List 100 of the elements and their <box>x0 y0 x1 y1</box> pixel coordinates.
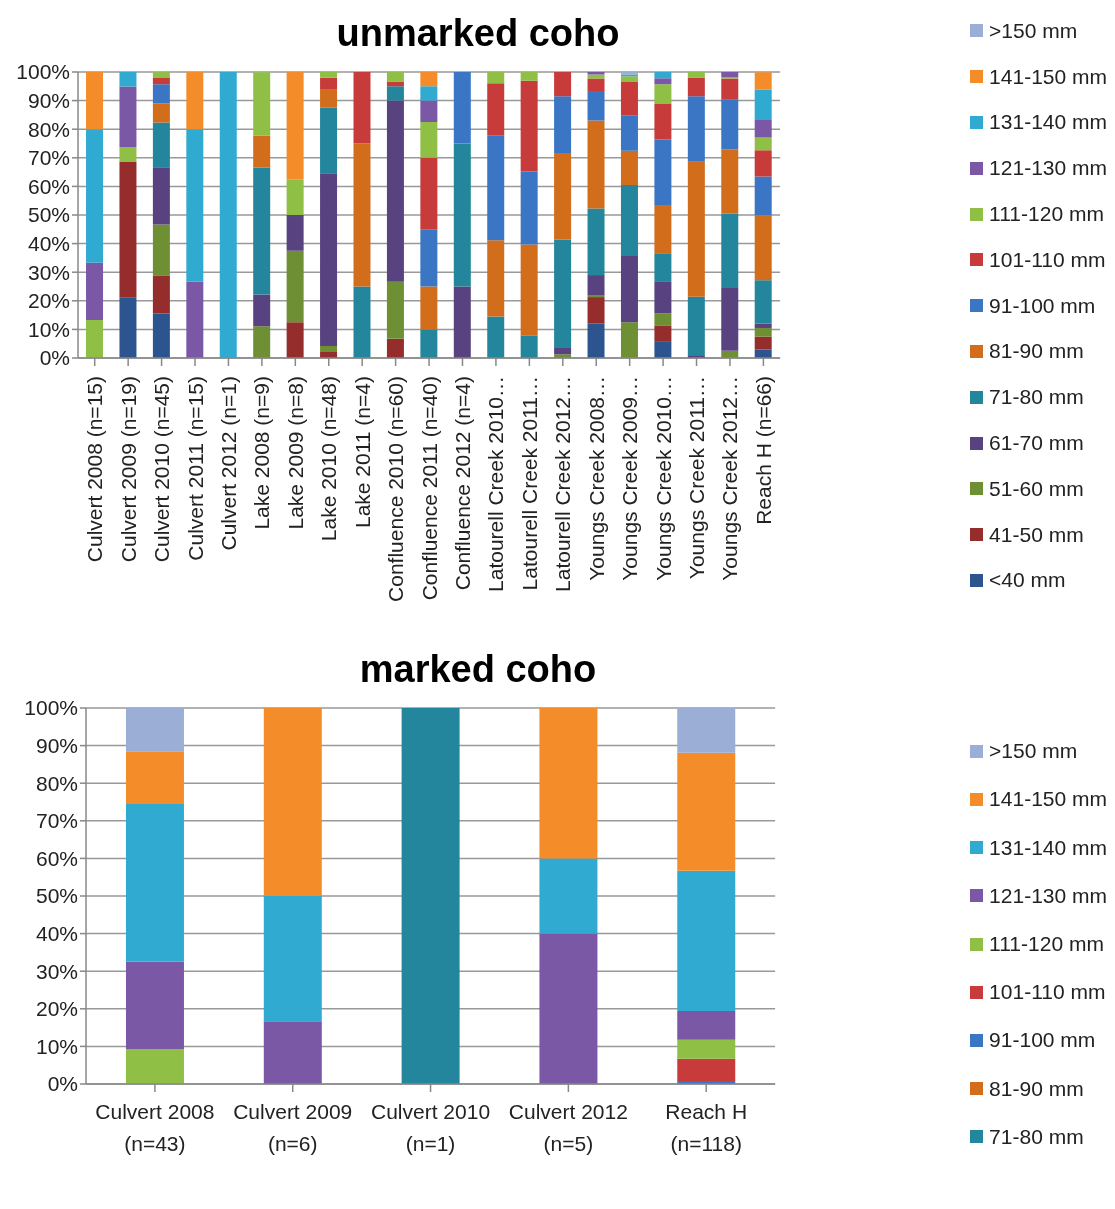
bar <box>320 72 338 78</box>
bar <box>677 1039 736 1059</box>
x-tick-label: Lake 2009 (n=8) <box>283 376 307 530</box>
legend-label: 101-110 mm <box>989 980 1106 1005</box>
bar <box>152 224 170 276</box>
x-tick-label: Youngs Creek 2012… <box>718 376 742 581</box>
bar <box>186 281 204 358</box>
bar <box>520 80 538 172</box>
bar <box>587 208 605 276</box>
y-tick-label: 40% <box>27 232 70 256</box>
legend-label: 81-90 mm <box>989 1076 1084 1101</box>
legend-label: 111-120 mm <box>989 932 1104 956</box>
x-tick-label: Culvert 2008 (n=15) <box>83 376 107 563</box>
bar <box>721 99 739 150</box>
y-tick-label: 0% <box>47 1072 78 1096</box>
bar <box>754 327 772 337</box>
bar <box>320 345 338 352</box>
bar <box>286 322 304 358</box>
bar <box>253 72 271 136</box>
bar <box>420 329 438 358</box>
bar <box>654 78 672 85</box>
y-tick-label: 100% <box>24 696 78 720</box>
bar <box>119 146 137 163</box>
legend-label: 81-90 mm <box>989 339 1084 364</box>
bar <box>554 239 572 348</box>
bar <box>253 294 271 327</box>
bar <box>687 77 705 97</box>
bar <box>386 281 404 339</box>
bar <box>125 803 184 962</box>
bar <box>119 297 137 358</box>
y-tick-label: 20% <box>35 997 78 1021</box>
bar <box>754 89 772 121</box>
y-tick-label: 50% <box>27 203 70 227</box>
bar <box>286 179 304 215</box>
bar <box>86 319 104 358</box>
legend-label: 131-140 mm <box>989 110 1107 135</box>
bar <box>677 1011 736 1040</box>
bar <box>487 83 505 136</box>
y-tick-label: 80% <box>27 117 70 141</box>
bar <box>687 161 705 297</box>
x-tick-label: Culvert 2012 (n=5) <box>508 1099 628 1155</box>
bar <box>654 84 672 105</box>
bar <box>587 275 605 296</box>
bar <box>353 286 371 358</box>
bar <box>152 103 170 123</box>
y-tick-label: 70% <box>27 146 70 170</box>
x-tick-label: Lake 2011 (n=4) <box>350 376 374 528</box>
bar <box>554 152 572 240</box>
bar <box>353 72 371 144</box>
bar <box>677 708 736 753</box>
y-tick-label: 90% <box>27 89 70 113</box>
legend-label: 41-50 mm <box>989 522 1084 547</box>
bar <box>587 90 605 121</box>
bar <box>253 326 271 358</box>
y-tick-label: 10% <box>35 1034 78 1058</box>
x-tick-label: Culvert 2009 (n=19) <box>116 376 140 563</box>
bar <box>654 204 672 254</box>
x-tick-label: Culvert 2011 (n=15) <box>183 376 207 561</box>
x-tick-label: Culvert 2010 (n=1) <box>371 1099 491 1155</box>
bar <box>420 100 438 123</box>
bar <box>219 72 237 358</box>
bar <box>152 167 170 225</box>
legend-label: 71-80 mm <box>989 1124 1084 1149</box>
bar <box>539 933 598 1084</box>
bar <box>754 150 772 177</box>
bar <box>386 338 404 358</box>
bar <box>754 349 772 358</box>
y-tick-label: 80% <box>35 771 78 795</box>
bar <box>386 72 404 82</box>
x-tick-label: Latourell Creek 2012… <box>551 376 575 592</box>
legend-label: 91-100 mm <box>989 293 1096 318</box>
bar <box>754 280 772 324</box>
bar <box>654 72 672 79</box>
bar <box>520 72 538 81</box>
bar <box>554 96 572 153</box>
legend-label: 141-150 mm <box>989 64 1107 89</box>
bar <box>754 215 772 281</box>
bar <box>721 72 739 78</box>
bar <box>119 162 137 298</box>
bar <box>420 86 438 101</box>
bar <box>420 229 438 287</box>
legend-label: 101-110 mm <box>989 247 1106 272</box>
bar <box>152 275 170 314</box>
bar <box>420 286 438 330</box>
bar <box>353 143 371 287</box>
bar <box>420 157 438 230</box>
bar <box>687 96 705 162</box>
legend-label: 61-70 mm <box>989 431 1084 456</box>
bar <box>453 72 471 144</box>
y-tick-label: 60% <box>35 846 78 870</box>
bar <box>587 78 605 91</box>
x-tick-label: Youngs Creek 2008… <box>584 376 608 581</box>
bar <box>754 120 772 138</box>
y-tick-label: 100% <box>16 60 70 84</box>
legend-label: 111-120 mm <box>989 202 1104 227</box>
x-tick-label: Youngs Creek 2010… <box>651 376 675 581</box>
bar <box>320 173 338 346</box>
bar <box>286 72 304 180</box>
bar <box>539 858 598 934</box>
bar <box>620 76 638 83</box>
